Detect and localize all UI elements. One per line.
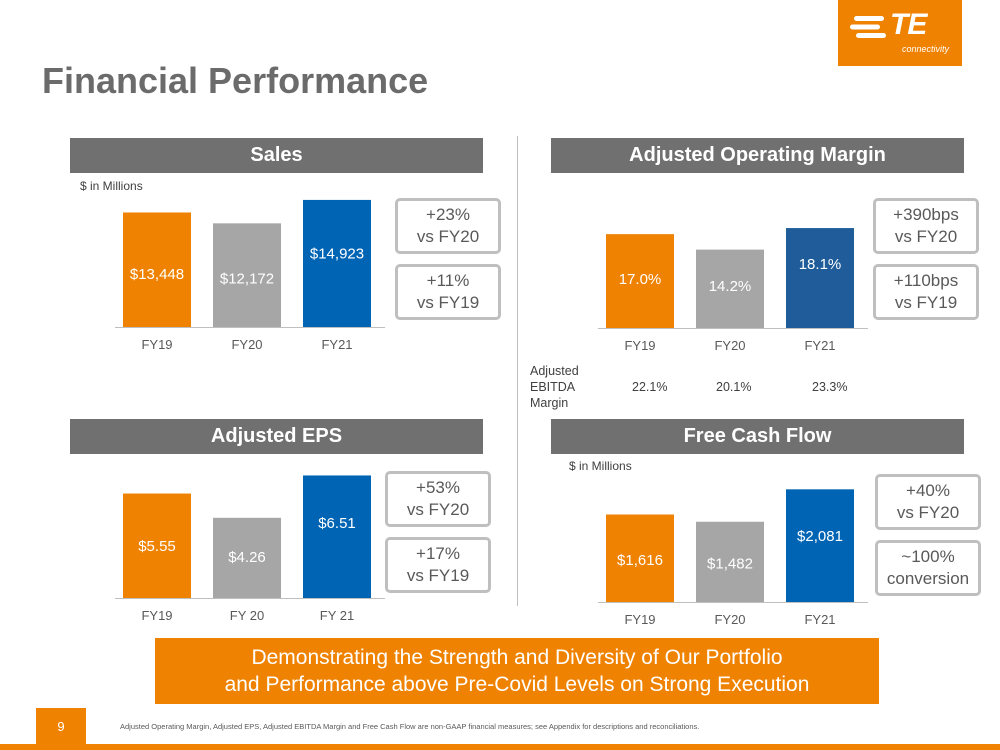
bar-fy19 — [123, 493, 191, 598]
bar-fy21 — [786, 489, 854, 602]
bar-fy19 — [606, 234, 674, 328]
bar-fy19 — [123, 212, 191, 327]
callout-caption: vs FY20 — [416, 227, 480, 246]
margin-chart: 17.0% FY19 14.2% FY20 18.1% FY21 — [598, 222, 868, 358]
margin-callout-vs-fy19: +110bps vs FY19 — [873, 264, 979, 320]
sales-callout-vs-fy20: +23% vs FY20 — [395, 198, 501, 254]
x-tick-label: FY19 — [141, 608, 172, 623]
ebitda-value-fy19: 22.1% — [632, 380, 668, 394]
callout-caption: vs FY20 — [894, 227, 958, 246]
callout-value: +17% — [416, 544, 460, 563]
callout-value: +390bps — [893, 205, 959, 224]
vertical-divider — [517, 136, 518, 606]
eps-callout-vs-fy19: +17% vs FY19 — [385, 537, 491, 593]
banner-line-1: Demonstrating the Strength and Diversity… — [251, 646, 783, 669]
sales-chart: $13,448 FY19 $12,172 FY20 $14,923 FY21 — [115, 195, 385, 357]
bar-fy21 — [303, 199, 371, 327]
fcf-header: Free Cash Flow — [551, 419, 964, 454]
bar-value-label: $6.51 — [318, 515, 356, 532]
page-number: 9 — [36, 708, 86, 744]
callout-value: +110bps — [893, 271, 959, 290]
eps-chart: $5.55 FY19 $4.26 FY 20 $6.51 FY 21 — [115, 470, 385, 628]
chart-svg: 17.0% FY19 14.2% FY20 18.1% FY21 — [598, 228, 868, 353]
ebitda-value-fy20: 20.1% — [716, 380, 752, 394]
sales-callout-vs-fy19: +11% vs FY19 — [395, 264, 501, 320]
x-tick-label: FY20 — [714, 338, 745, 353]
bar-value-label: $4.26 — [228, 549, 266, 566]
x-tick-label: FY 21 — [320, 608, 354, 623]
bar-fy20 — [213, 223, 281, 327]
x-tick-label: FY21 — [804, 612, 835, 627]
logo-subtext: connectivity — [902, 44, 950, 54]
fcf-chart: $1,616 FY19 $1,482 FY20 $2,081 FY21 — [598, 478, 868, 632]
callout-caption: vs FY19 — [406, 566, 470, 585]
x-tick-label: FY21 — [321, 337, 352, 352]
bar-value-label: 18.1% — [799, 256, 842, 273]
eps-header: Adjusted EPS — [70, 419, 483, 454]
fcf-callout-conversion: ~100% conversion — [875, 540, 981, 596]
bar-value-label: 17.0% — [619, 271, 662, 288]
bar-value-label: $2,081 — [797, 528, 843, 545]
sales-units-note: $ in Millions — [80, 179, 143, 193]
x-tick-label: FY19 — [624, 612, 655, 627]
bar-fy21 — [303, 475, 371, 598]
x-tick-label: FY20 — [231, 337, 262, 352]
sales-header: Sales — [70, 138, 483, 173]
te-logo-icon — [850, 16, 886, 38]
x-tick-label: FY21 — [804, 338, 835, 353]
margin-callout-vs-fy20: +390bps vs FY20 — [873, 198, 979, 254]
bar-fy20 — [696, 521, 764, 602]
callout-caption: vs FY20 — [896, 503, 960, 522]
banner-line-2: and Performance above Pre-Covid Levels o… — [224, 673, 810, 696]
callout-value: +53% — [416, 478, 460, 497]
margin-header: Adjusted Operating Margin — [551, 138, 964, 173]
bar-value-label: $1,482 — [707, 555, 753, 572]
page-title: Financial Performance — [42, 60, 429, 101]
summary-banner: Demonstrating the Strength and Diversity… — [155, 638, 879, 704]
bar-fy21 — [786, 228, 854, 328]
callout-caption: vs FY20 — [406, 500, 470, 519]
callout-caption: conversion — [886, 569, 970, 588]
footnote: Adjusted Operating Margin, Adjusted EPS,… — [120, 722, 700, 731]
fcf-callout-vs-fy20: +40% vs FY20 — [875, 474, 981, 530]
x-tick-label: FY 20 — [230, 608, 264, 623]
callout-caption: vs FY19 — [416, 293, 480, 312]
chart-svg: $1,616 FY19 $1,482 FY20 $2,081 FY21 — [598, 489, 868, 627]
x-tick-label: FY19 — [624, 338, 655, 353]
bar-value-label: $14,923 — [310, 245, 364, 262]
x-tick-label: FY20 — [714, 612, 745, 627]
bar-value-label: $13,448 — [130, 266, 184, 283]
ebitda-value-fy21: 23.3% — [812, 380, 848, 394]
callout-value: +23% — [426, 205, 470, 224]
te-logo: TE connectivity — [838, 0, 962, 66]
callout-value: ~100% — [901, 547, 955, 566]
bar-fy20 — [696, 249, 764, 328]
ebitda-label: Adjusted EBITDA Margin — [530, 364, 579, 410]
bar-value-label: $5.55 — [138, 538, 176, 555]
footer-rule — [0, 744, 1000, 750]
fcf-units-note: $ in Millions — [569, 459, 632, 473]
bar-value-label: $12,172 — [220, 270, 274, 287]
chart-svg: $5.55 FY19 $4.26 FY 20 $6.51 FY 21 — [115, 475, 385, 623]
x-tick-label: FY19 — [141, 337, 172, 352]
logo-text: TE — [890, 8, 927, 41]
eps-callout-vs-fy20: +53% vs FY20 — [385, 471, 491, 527]
bar-value-label: 14.2% — [709, 278, 752, 295]
callout-caption: vs FY19 — [894, 293, 958, 312]
chart-svg: $13,448 FY19 $12,172 FY20 $14,923 FY21 — [115, 199, 385, 352]
callout-value: +40% — [906, 481, 950, 500]
bar-fy20 — [213, 517, 281, 598]
bar-value-label: $1,616 — [617, 552, 663, 569]
ebitda-margin-row: Adjusted EBITDA Margin 22.1% 20.1% 23.3% — [530, 363, 870, 411]
bar-fy19 — [606, 514, 674, 602]
callout-value: +11% — [426, 271, 470, 290]
